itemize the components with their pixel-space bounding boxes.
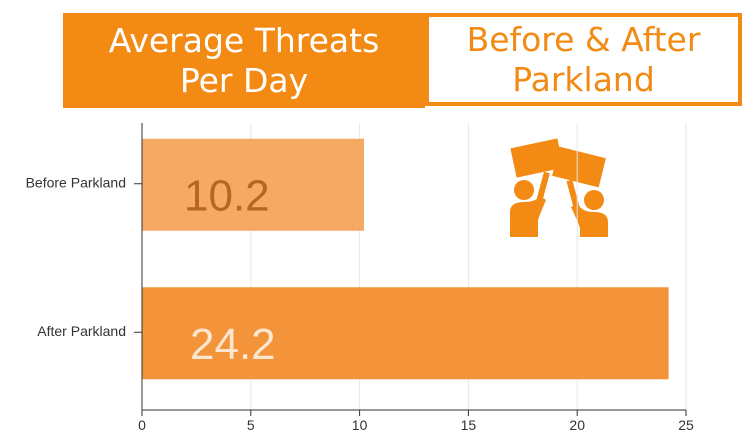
- bar: [142, 287, 669, 380]
- x-tick-label: 25: [678, 417, 694, 432]
- x-tick-label: 10: [352, 417, 368, 432]
- y-tick-label: Before Parkland: [26, 174, 126, 190]
- protest-icon: [510, 138, 608, 237]
- subtitle-box: Before & After Parkland: [425, 13, 742, 106]
- chart-subtitle: Before & After Parkland: [466, 19, 701, 99]
- x-tick-label: 0: [138, 417, 146, 432]
- value-label: 24.2: [190, 320, 276, 369]
- x-tick-label: 5: [247, 417, 255, 432]
- x-tick-label: 15: [461, 417, 477, 432]
- y-tick-label: After Parkland: [37, 323, 126, 339]
- x-tick-label: 20: [569, 417, 585, 432]
- title-box: Average Threats Per Day: [63, 13, 425, 108]
- value-label: 10.2: [184, 171, 270, 220]
- bar: [142, 138, 364, 231]
- chart-title: Average Threats Per Day: [108, 20, 380, 100]
